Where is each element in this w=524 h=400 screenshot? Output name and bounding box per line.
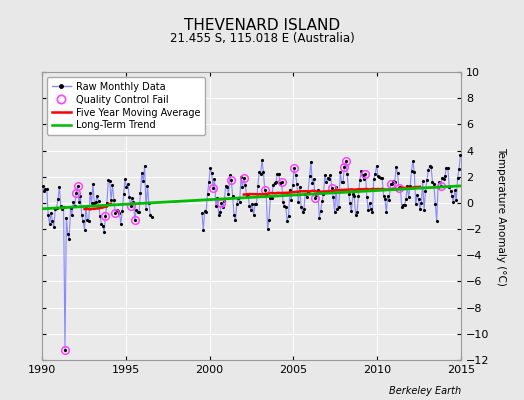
Legend: Raw Monthly Data, Quality Control Fail, Five Year Moving Average, Long-Term Tren: Raw Monthly Data, Quality Control Fail, …	[47, 77, 205, 135]
Text: Berkeley Earth: Berkeley Earth	[389, 386, 461, 396]
Y-axis label: Temperature Anomaly (°C): Temperature Anomaly (°C)	[496, 146, 506, 286]
Text: 21.455 S, 115.018 E (Australia): 21.455 S, 115.018 E (Australia)	[170, 32, 354, 45]
Text: THEVENARD ISLAND: THEVENARD ISLAND	[184, 18, 340, 33]
